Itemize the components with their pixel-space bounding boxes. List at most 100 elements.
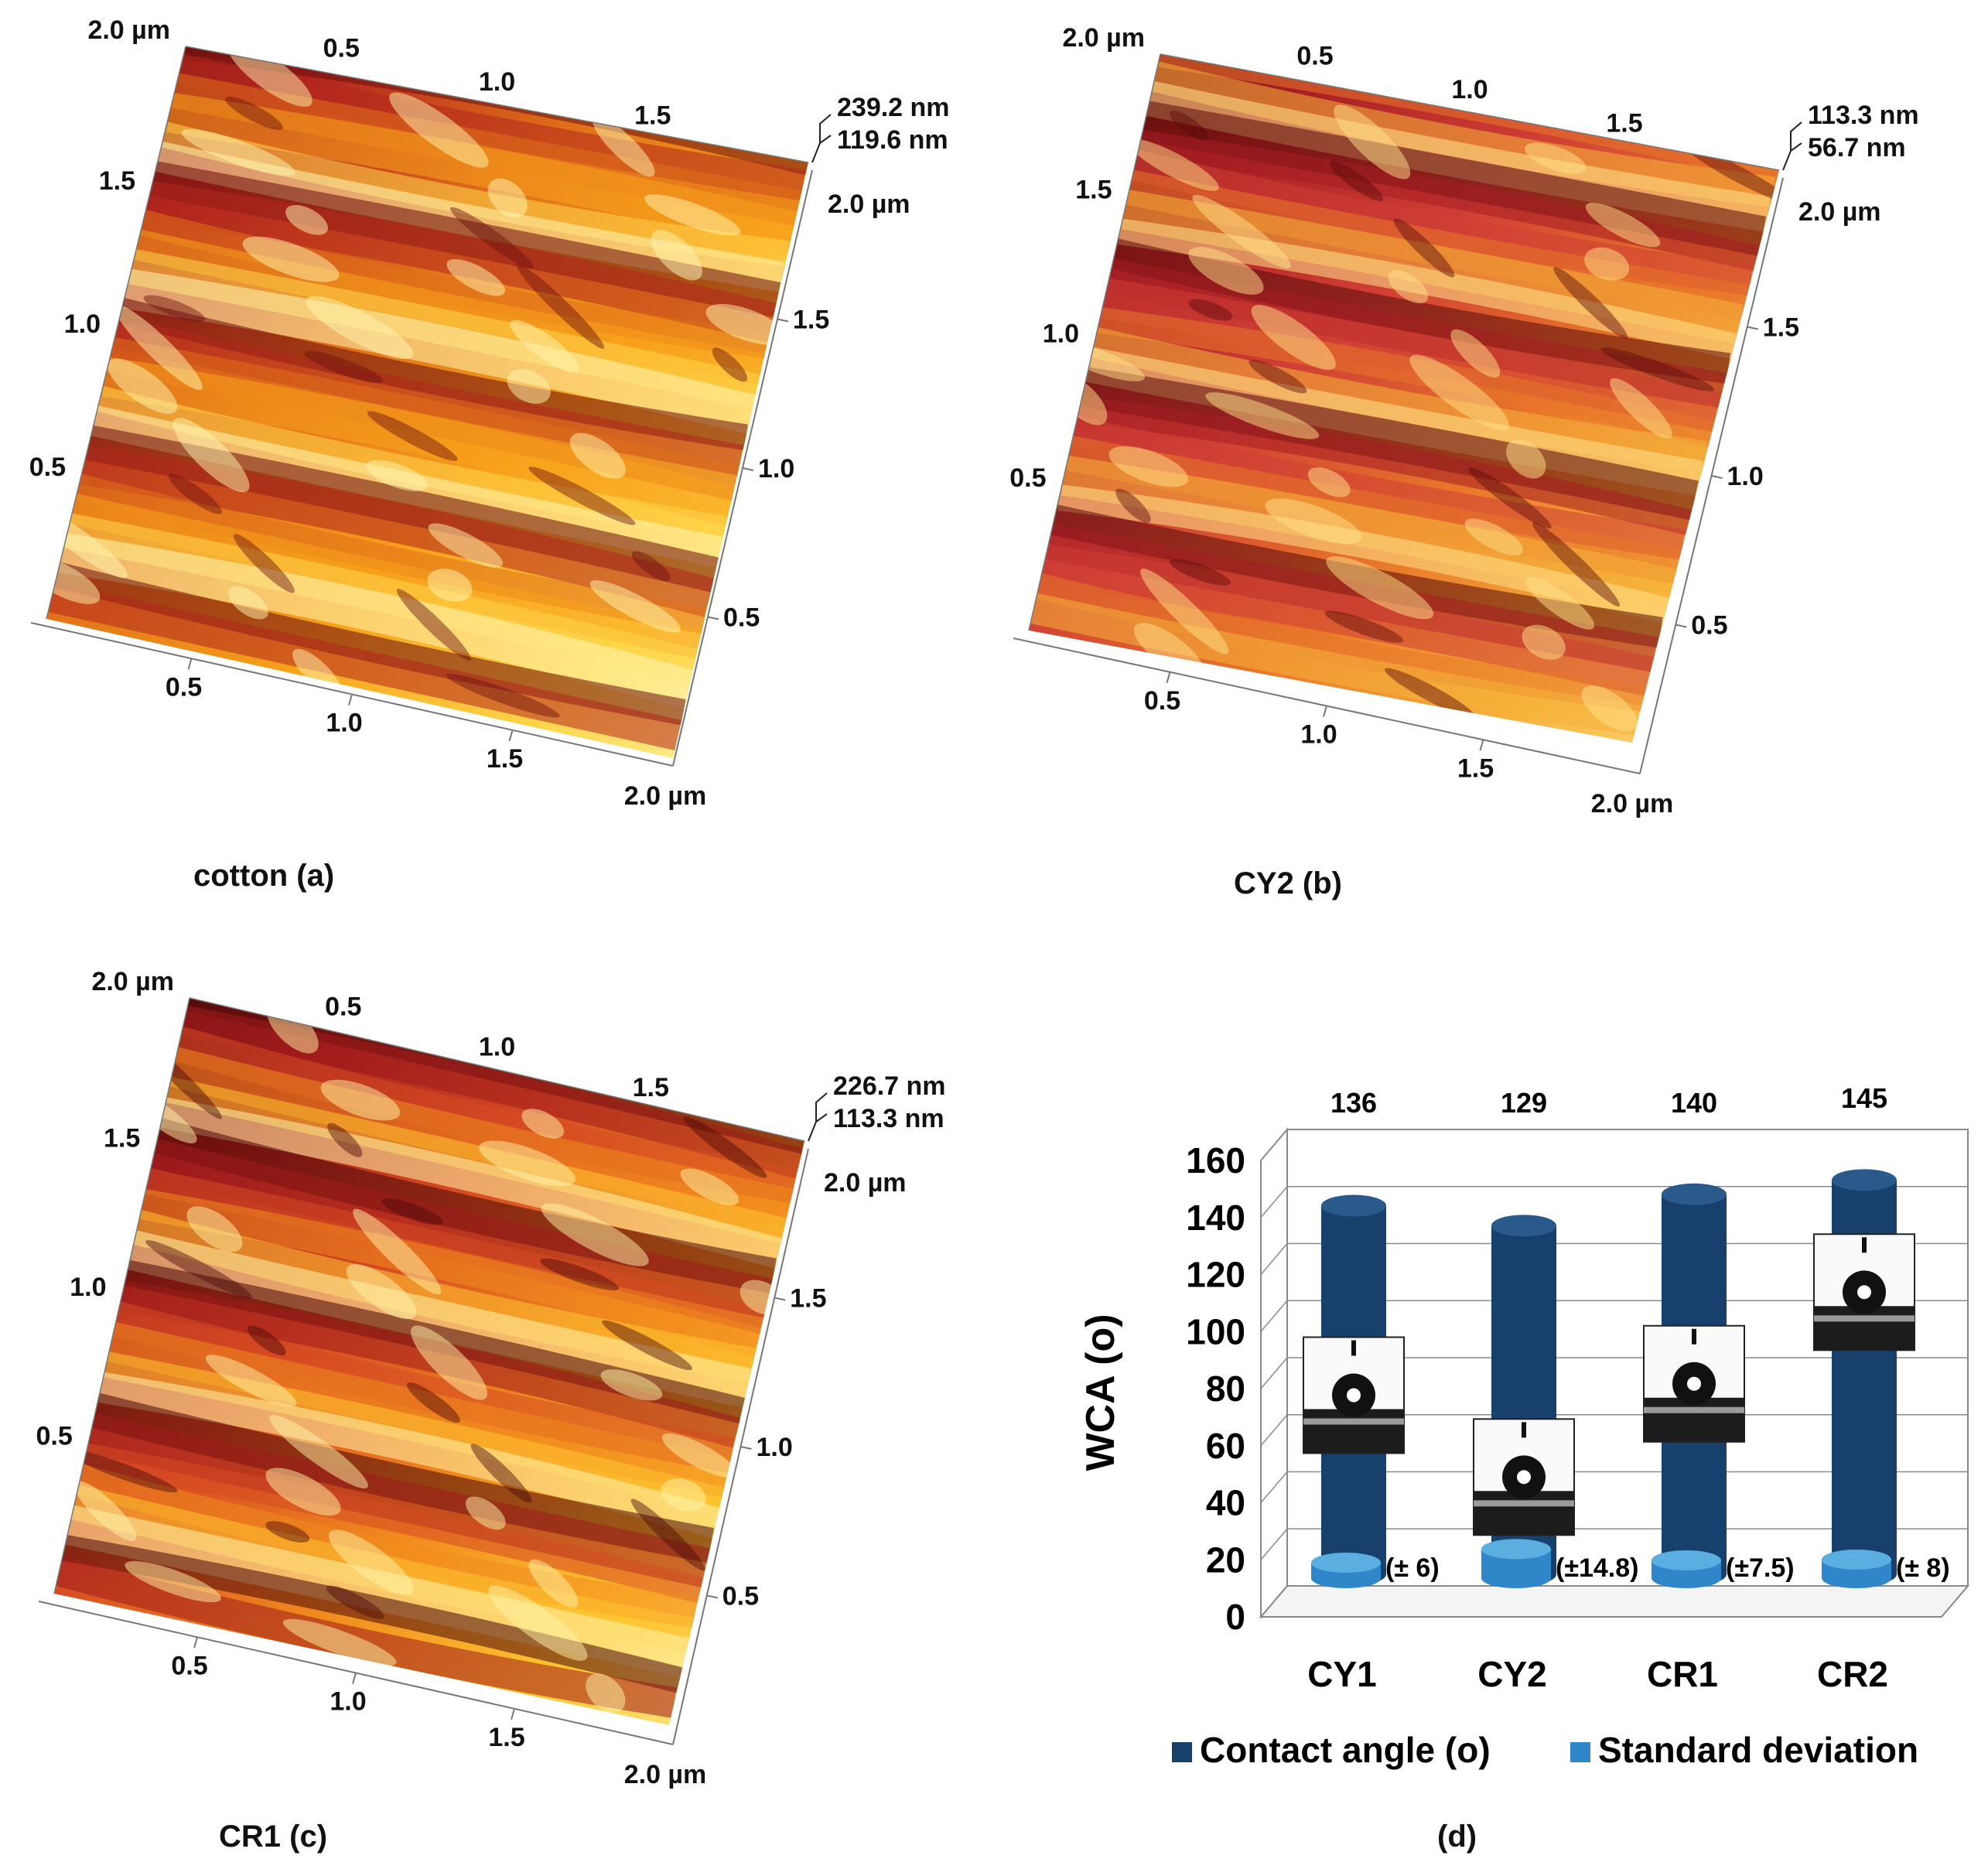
axis-left (1028, 53, 1161, 631)
sd-disc (1481, 1539, 1551, 1588)
top-tick-label: 1.0 (479, 67, 515, 97)
legend-label: Standard deviation (1598, 1730, 1918, 1770)
surface-valley (265, 1521, 310, 1543)
axis-left (53, 997, 190, 1594)
surface-highlight (1522, 624, 1566, 660)
right-tick-mark (1747, 326, 1758, 330)
surface-texture (46, 46, 808, 750)
gridline (1260, 1471, 1968, 1503)
surface-valley (712, 347, 748, 382)
surface-ridge (112, 317, 744, 476)
surface-ridge (104, 1351, 725, 1514)
y-tick-label: 140 (1186, 1198, 1245, 1238)
value-label: 136 (1330, 1087, 1377, 1119)
sd-label: (± 6) (1385, 1553, 1440, 1583)
left-tick-label: 1.5 (1075, 175, 1112, 204)
surface-highlight (644, 194, 741, 236)
needle (1522, 1422, 1526, 1438)
wca-chart: 0 20 40 60 80 100 120 140 160 WCA (o) 136 (± 6) CY1 1… (1044, 1068, 1988, 1872)
top-tick-label: 0.5 (323, 34, 360, 63)
needle (1692, 1328, 1696, 1345)
surface-highlight (186, 1206, 243, 1252)
y-tick-label: 20 (1206, 1539, 1245, 1580)
surface-highlight (1326, 556, 1434, 620)
surface-ridge (1035, 573, 1645, 712)
surface-highlight (1525, 142, 1587, 174)
sd-disc (1822, 1550, 1891, 1588)
right-tick-mark (1711, 475, 1723, 479)
surface-ridge (1061, 455, 1676, 609)
left-tick-label: 1.0 (70, 1273, 106, 1302)
droplet-reflection (1303, 1418, 1404, 1425)
surface-highlight (328, 1529, 414, 1595)
bottom-corner-label: 2.0 µm (624, 781, 707, 811)
right-tick-mark (742, 467, 754, 471)
surface-highlight (487, 178, 528, 218)
legend-label: Contact angle (o) (1200, 1730, 1491, 1770)
surface-highlight (228, 586, 268, 620)
left-tick-label: 0.5 (1009, 463, 1046, 493)
sd-disc-top (1311, 1553, 1381, 1573)
sd-disc (1311, 1553, 1381, 1588)
droplet-reflection (1644, 1406, 1744, 1413)
right-tick-label: 1.5 (1763, 313, 1799, 343)
droplet-reflection (1814, 1315, 1915, 1322)
surface-valley (1600, 347, 1714, 391)
surface-highlight (269, 1415, 368, 1488)
bottom-tick-label: 0.5 (171, 1651, 207, 1680)
surface-highlight (285, 205, 328, 235)
surface-valley (1393, 218, 1455, 278)
right-tick-mark (740, 1446, 752, 1450)
surface-ridge (70, 494, 702, 659)
caption-d: (d) (1437, 1820, 1477, 1854)
surface-highlight (589, 580, 681, 633)
droplet-highlight (1857, 1285, 1871, 1300)
bottom-tick-label: 0.5 (166, 672, 202, 702)
surface-valley (1468, 466, 1552, 529)
surface-highlight (365, 460, 428, 491)
surface-highlight (320, 1079, 401, 1121)
surface-highlight (427, 568, 473, 602)
surface-highlight (488, 1585, 588, 1661)
surface-highlight (1251, 305, 1336, 371)
sd-disc-bottom (1481, 1568, 1551, 1588)
surface-ridge (65, 1505, 689, 1678)
surface-valley (517, 264, 605, 349)
surface-highlight (1584, 247, 1630, 281)
surface-valley (143, 295, 205, 322)
surface-valley (1170, 111, 1209, 141)
axis-top (185, 46, 809, 163)
top-tick-label: 1.5 (1606, 109, 1642, 138)
surface-valley (1248, 360, 1307, 394)
floor (1259, 1585, 1970, 1618)
surface-highlight (651, 230, 702, 281)
sd-disc-top (1481, 1539, 1551, 1560)
surface-valley (63, 1448, 178, 1493)
surface-highlight (507, 368, 551, 404)
surface-highlight (1450, 329, 1501, 378)
surface-valley (631, 551, 671, 582)
surface-ridge (83, 1443, 704, 1604)
value-label: 145 (1841, 1082, 1887, 1114)
surface-ridge (148, 1139, 773, 1318)
surface-highlight (1205, 392, 1320, 439)
afm-surface-b: 2.0 µm 0.5 1.0 1.5 1.5 1.0 0.5 2.0 µm 1.5 1.0 0.5 0… (1009, 23, 1918, 818)
surface-valley (396, 589, 471, 661)
bottom-tick-mark (1479, 739, 1484, 751)
surface-valley (1385, 668, 1475, 719)
bottom-tick-mark (187, 658, 193, 670)
surface-valley (540, 1258, 619, 1291)
left-tick-label: 0.5 (36, 1422, 72, 1451)
category-label: CR2 (1817, 1654, 1888, 1694)
y-tick-label: 40 (1206, 1483, 1245, 1523)
surface-ridge (1057, 484, 1669, 624)
gridline (1260, 1186, 1968, 1218)
surface-highlight (1140, 569, 1229, 654)
z-scale-mid-label: 113.3 nm (833, 1104, 944, 1133)
surface-highlight (125, 1560, 221, 1603)
surface-valley (602, 1320, 693, 1371)
surface-valley (225, 96, 283, 131)
surface-ridge (166, 1076, 787, 1244)
surface-ridge (1081, 367, 1699, 521)
bar-cr2 (1832, 1169, 1897, 1585)
